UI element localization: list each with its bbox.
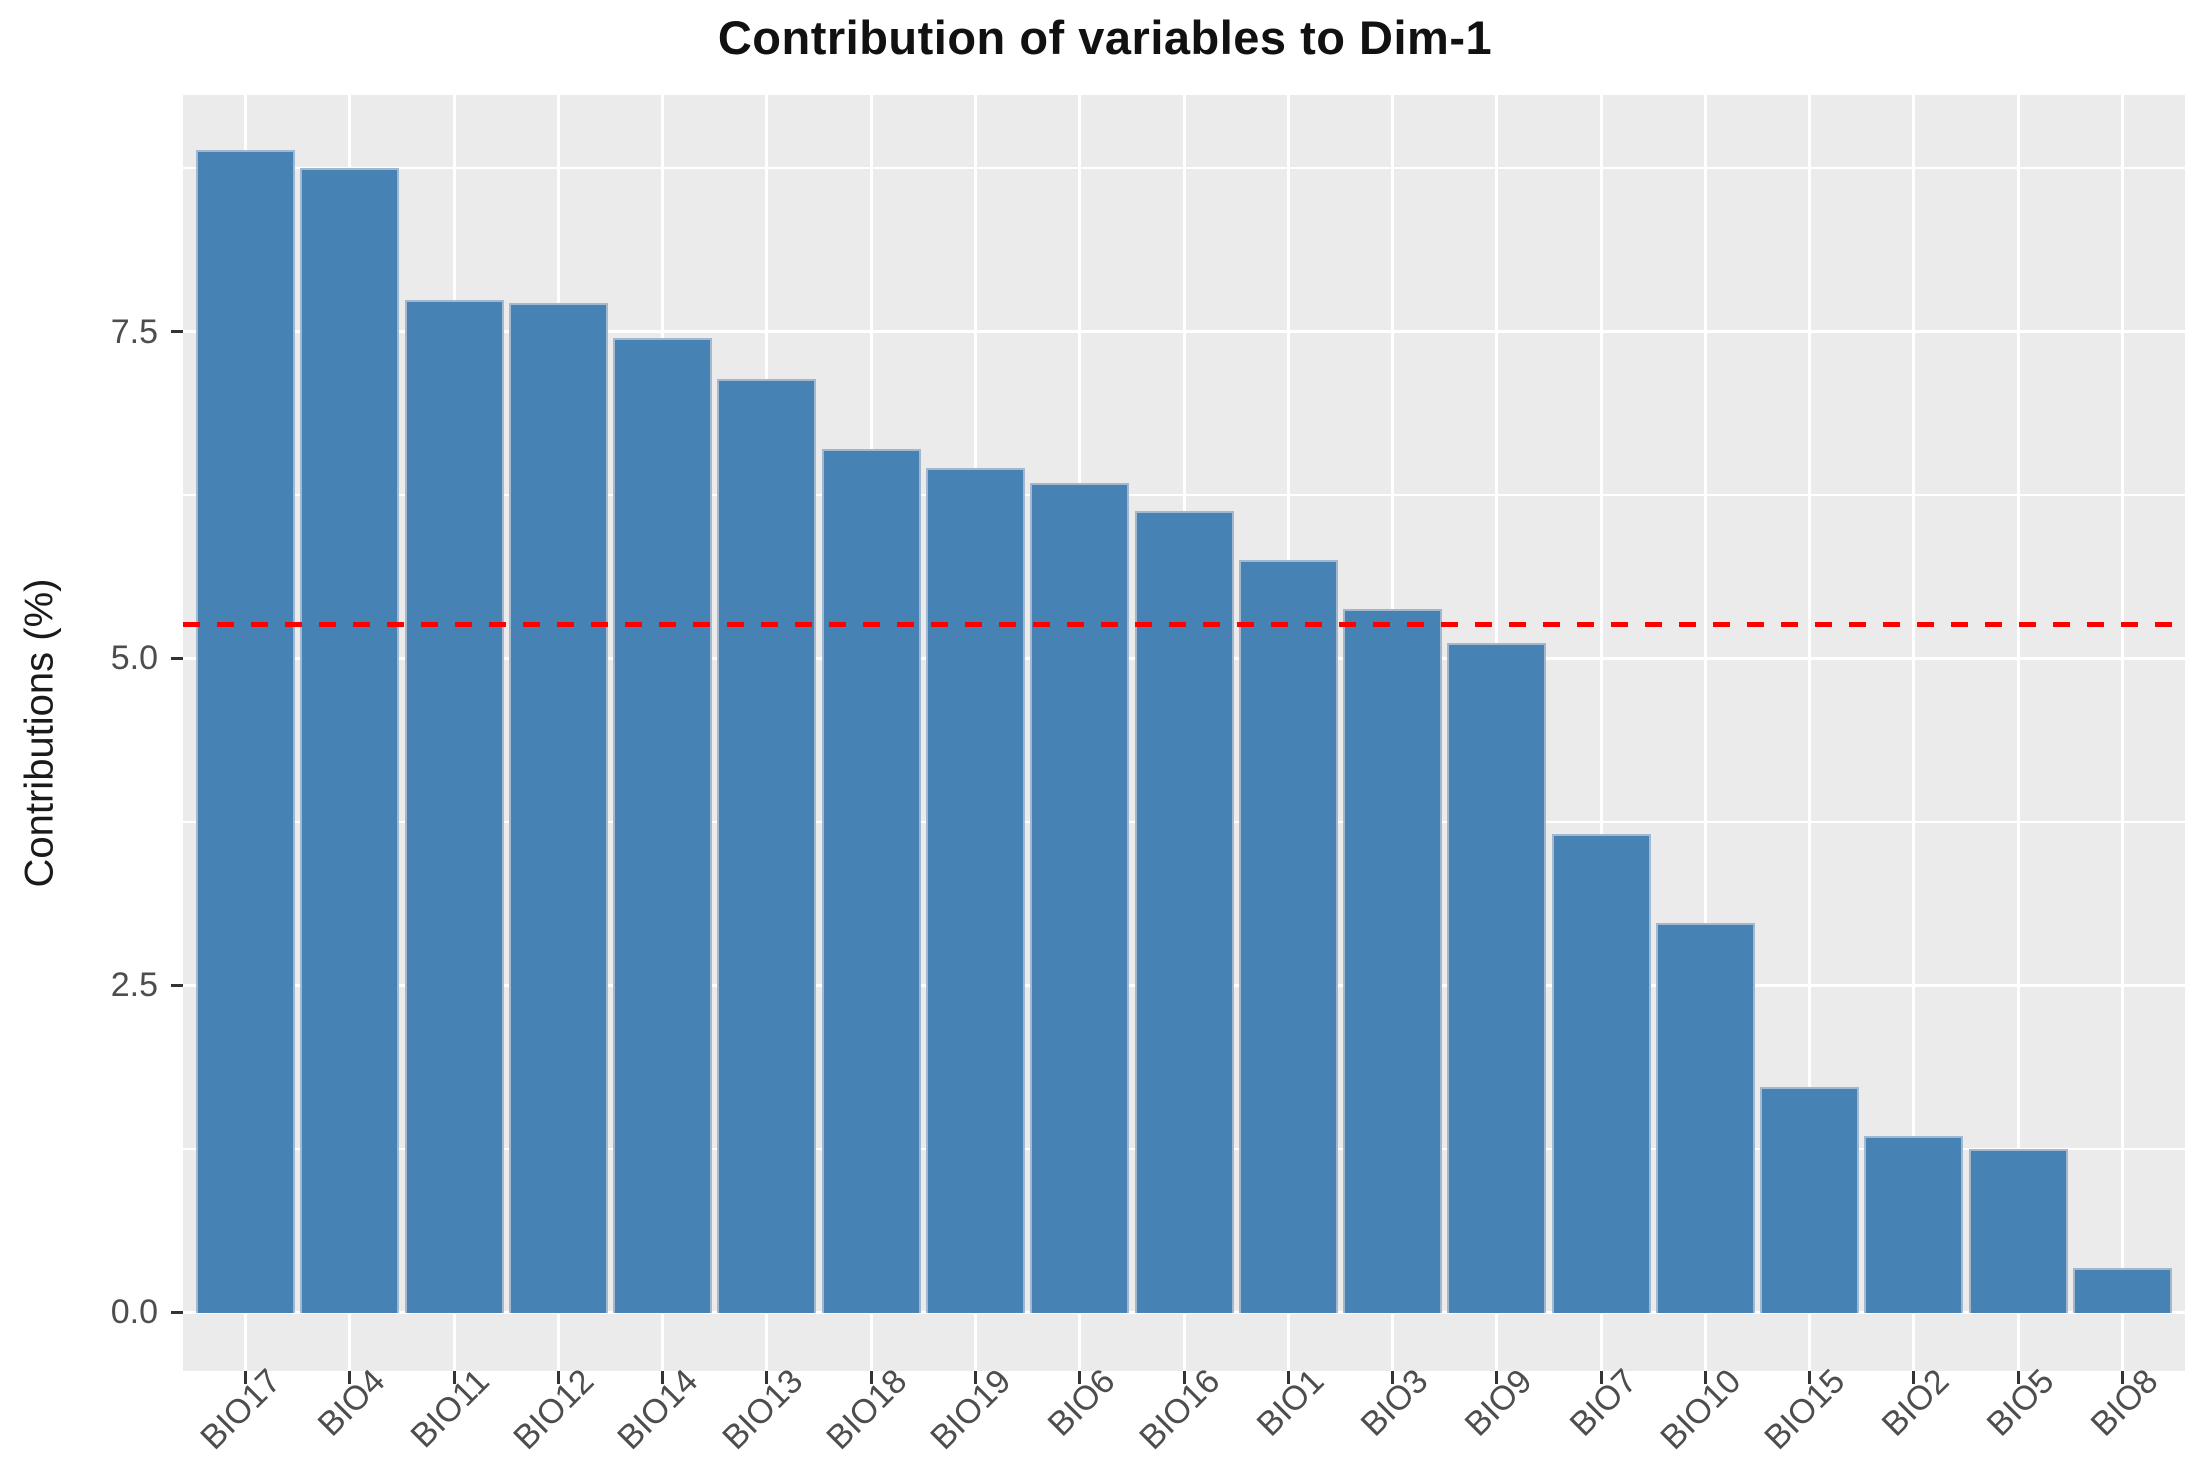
x-tick-mark-BIO16 bbox=[1182, 1371, 1186, 1384]
bar-BIO18 bbox=[822, 449, 921, 1314]
y-tick-mark-5 bbox=[171, 656, 183, 660]
x-tick-mark-BIO1 bbox=[1286, 1371, 1290, 1384]
x-tick-label-BIO13: BIO13 bbox=[714, 1362, 810, 1458]
y-tick-label-0: 0.0 bbox=[110, 1293, 158, 1332]
x-tick-mark-BIO4 bbox=[348, 1371, 352, 1384]
y-tick-mark-2.5 bbox=[171, 983, 183, 987]
x-tick-label-BIO12: BIO12 bbox=[506, 1362, 602, 1458]
bar-BIO19 bbox=[926, 467, 1025, 1314]
x-tick-mark-BIO17 bbox=[244, 1371, 248, 1384]
bar-BIO7 bbox=[1552, 833, 1651, 1314]
x-tick-mark-BIO5 bbox=[2016, 1371, 2020, 1384]
bar-BIO1 bbox=[1239, 560, 1338, 1314]
bar-BIO6 bbox=[1030, 483, 1129, 1314]
x-tick-mark-BIO18 bbox=[869, 1371, 873, 1384]
gridline-x-BIO2 bbox=[1912, 95, 1916, 1371]
x-tick-label-BIO16: BIO16 bbox=[1131, 1362, 1227, 1458]
bar-BIO17 bbox=[196, 149, 295, 1314]
x-tick-mark-BIO3 bbox=[1391, 1371, 1395, 1384]
bar-BIO16 bbox=[1135, 510, 1234, 1314]
bar-BIO2 bbox=[1864, 1135, 1963, 1314]
x-tick-label-BIO11: BIO11 bbox=[403, 1362, 497, 1456]
y-tick-label-2.5: 2.5 bbox=[110, 966, 158, 1005]
reference-line bbox=[183, 621, 2185, 627]
gridline-x-BIO15 bbox=[1808, 95, 1812, 1371]
x-tick-mark-BIO12 bbox=[556, 1371, 560, 1384]
x-tick-label-BIO7: BIO7 bbox=[1562, 1362, 1644, 1444]
x-tick-label-BIO8: BIO8 bbox=[2083, 1362, 2166, 1444]
x-tick-label-BIO19: BIO19 bbox=[923, 1362, 1019, 1458]
x-tick-label-BIO9: BIO9 bbox=[1458, 1362, 1540, 1444]
gridline-x-BIO8 bbox=[2120, 95, 2124, 1371]
x-tick-label-BIO5: BIO5 bbox=[1979, 1362, 2062, 1444]
bar-BIO14 bbox=[613, 338, 712, 1314]
x-tick-mark-BIO6 bbox=[1078, 1371, 1082, 1384]
x-tick-mark-BIO14 bbox=[661, 1371, 665, 1384]
gridline-x-BIO7 bbox=[1599, 95, 1603, 1371]
x-tick-mark-BIO15 bbox=[1808, 1371, 1812, 1384]
x-tick-label-BIO4: BIO4 bbox=[311, 1362, 393, 1444]
x-tick-label-BIO6: BIO6 bbox=[1040, 1362, 1123, 1444]
chart-title: Contribution of variables to Dim-1 bbox=[717, 11, 1493, 64]
bar-BIO8 bbox=[2073, 1267, 2172, 1314]
x-tick-mark-BIO10 bbox=[1703, 1371, 1707, 1384]
x-tick-label-BIO2: BIO2 bbox=[1875, 1362, 1957, 1444]
bar-BIO13 bbox=[717, 378, 816, 1314]
x-tick-mark-BIO8 bbox=[2120, 1371, 2124, 1384]
x-tick-label-BIO18: BIO18 bbox=[819, 1362, 915, 1458]
bar-BIO5 bbox=[1969, 1148, 2068, 1314]
x-tick-mark-BIO13 bbox=[765, 1371, 769, 1384]
x-tick-label-BIO3: BIO3 bbox=[1353, 1362, 1436, 1444]
gridline-x-BIO5 bbox=[2016, 95, 2020, 1371]
x-tick-label-BIO1: BIO1 bbox=[1249, 1362, 1332, 1444]
bar-BIO10 bbox=[1656, 922, 1755, 1314]
gridline-x-BIO10 bbox=[1703, 95, 1707, 1371]
x-tick-mark-BIO2 bbox=[1912, 1371, 1916, 1384]
bar-BIO3 bbox=[1343, 608, 1442, 1314]
y-tick-label-7.5: 7.5 bbox=[110, 312, 158, 351]
bar-BIO15 bbox=[1760, 1087, 1859, 1314]
bar-BIO9 bbox=[1447, 642, 1546, 1314]
x-tick-mark-BIO11 bbox=[452, 1371, 456, 1384]
x-tick-mark-BIO19 bbox=[973, 1371, 977, 1384]
x-tick-mark-BIO9 bbox=[1495, 1371, 1499, 1384]
x-tick-label-BIO14: BIO14 bbox=[610, 1362, 706, 1458]
bar-BIO4 bbox=[300, 168, 399, 1314]
x-tick-label-BIO10: BIO10 bbox=[1653, 1362, 1749, 1458]
plot-panel bbox=[183, 95, 2185, 1371]
y-tick-label-5: 5.0 bbox=[110, 639, 158, 678]
bar-BIO12 bbox=[509, 302, 608, 1314]
x-tick-label-BIO17: BIO17 bbox=[193, 1362, 289, 1458]
y-axis-title: Contributions (%) bbox=[17, 578, 62, 888]
y-tick-mark-7.5 bbox=[171, 330, 183, 334]
x-tick-mark-BIO7 bbox=[1599, 1371, 1603, 1384]
bar-BIO11 bbox=[405, 300, 504, 1314]
y-tick-mark-0 bbox=[171, 1310, 183, 1314]
x-tick-label-BIO15: BIO15 bbox=[1757, 1362, 1853, 1458]
